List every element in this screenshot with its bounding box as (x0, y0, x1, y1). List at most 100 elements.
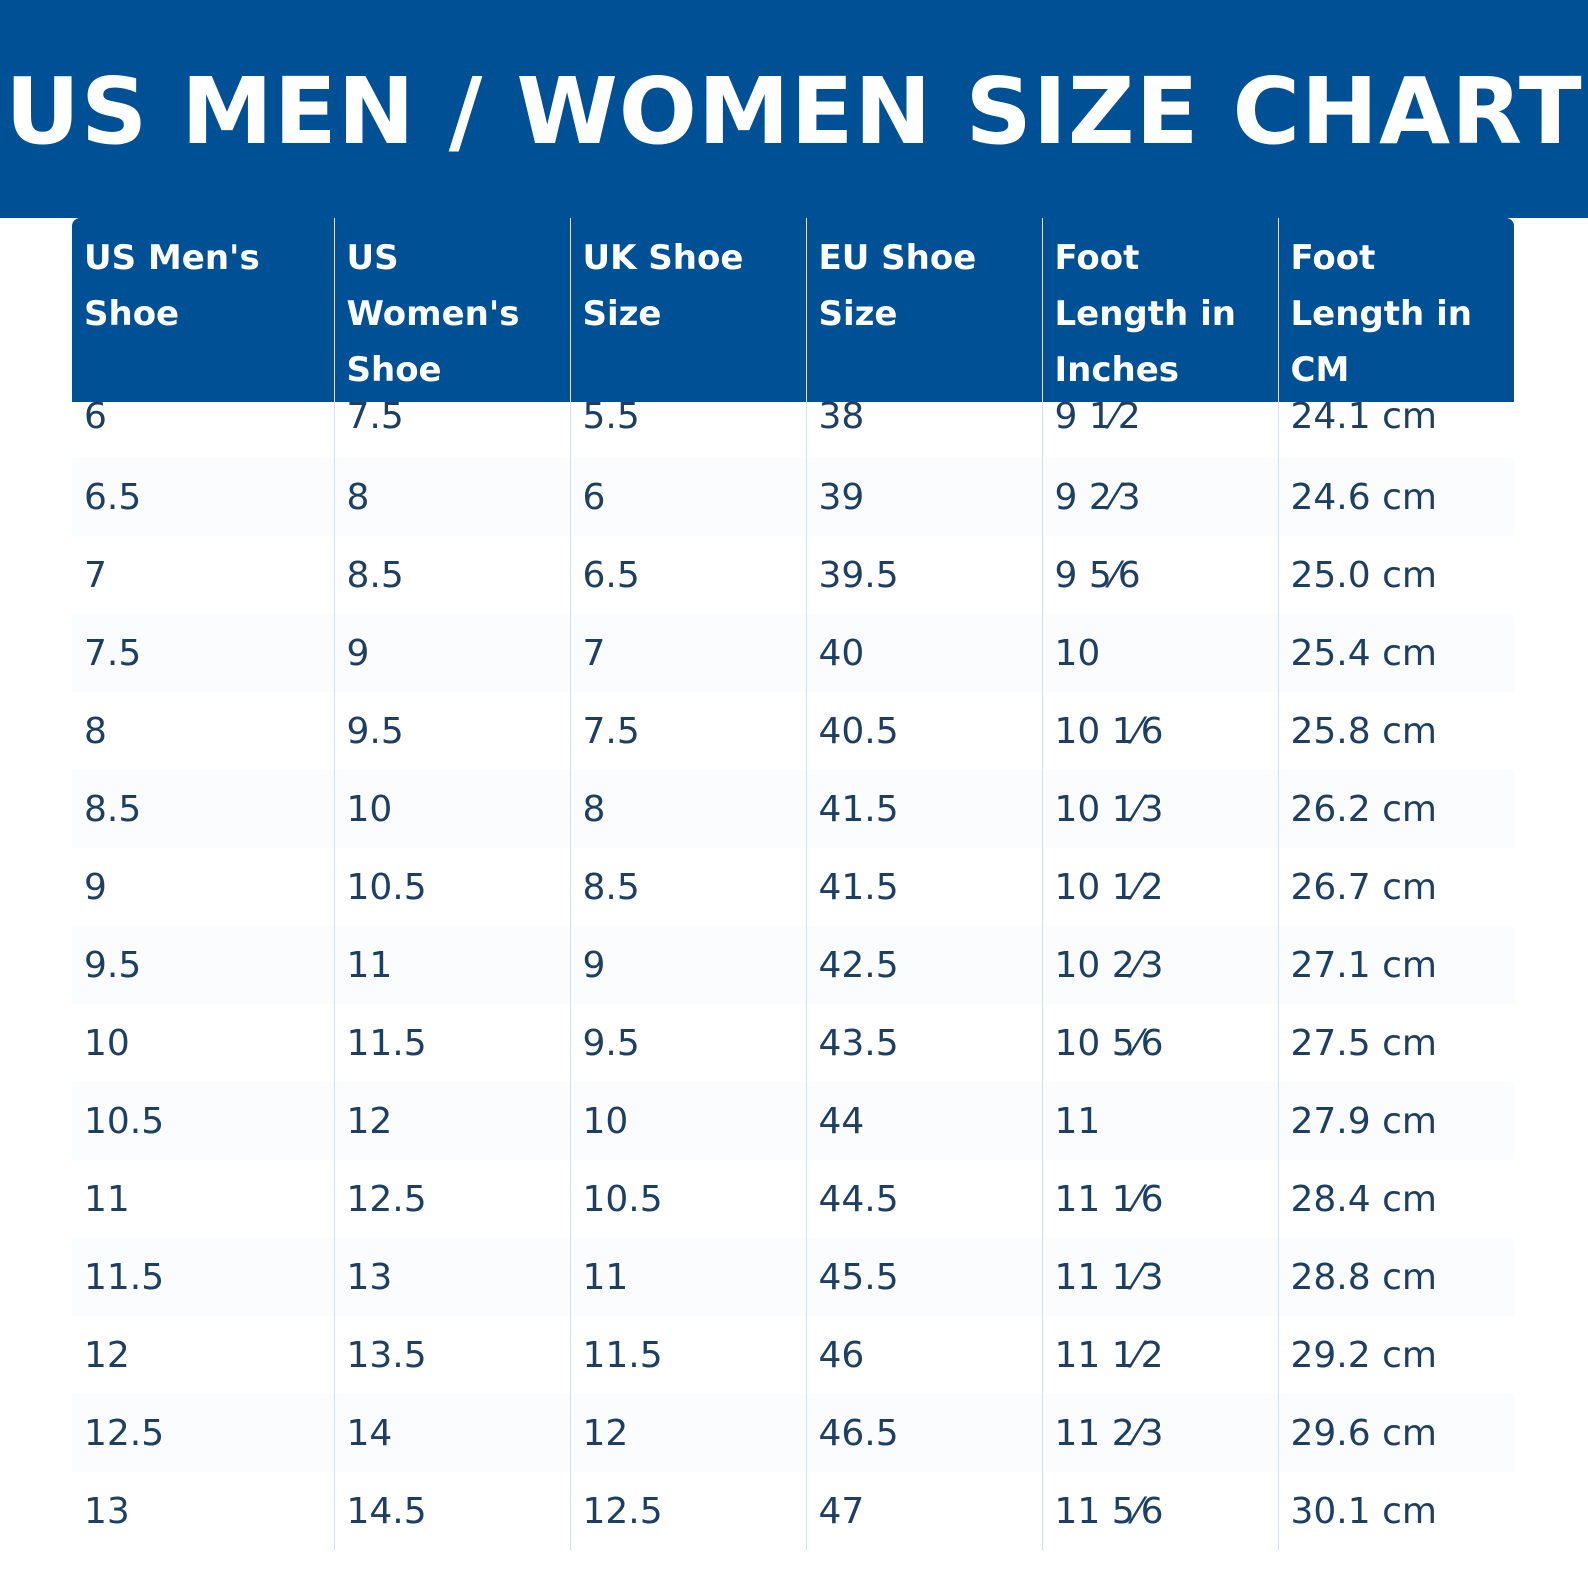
table-row: 10.5 12 10 44 11 27.9 cm (72, 1082, 1514, 1160)
table-cell-foot-length-cm: 24.6 cm (1277, 458, 1514, 536)
table-cell-foot-length-inches: 11 5⁄6 (1041, 1472, 1278, 1550)
table-cell-uk-size: 8 (569, 770, 806, 848)
table-cell-foot-length-inches: 9 5⁄6 (1041, 536, 1278, 614)
table-cell-us-womens: 14.5 (333, 1472, 570, 1550)
table-cell-us-mens: 8.5 (72, 770, 334, 848)
table-row: 7 8.5 6.5 39.5 9 5⁄6 25.0 cm (72, 536, 1514, 614)
table-cell-foot-length-inches: 10 1⁄3 (1041, 770, 1278, 848)
column-header-line: CM (1290, 350, 1350, 390)
table-row: 7.5 9 7 40 10 25.4 cm (72, 614, 1514, 692)
table-cell-foot-length-inches: 10 1⁄2 (1041, 848, 1278, 926)
table-cell-eu-size: 46 (805, 1316, 1042, 1394)
table-cell-eu-size: 46.5 (805, 1394, 1042, 1472)
table-header: US Men's Shoe US Women's Shoe UK Shoe Size EU S… (72, 218, 1514, 402)
table-row: 9.5 11 9 42.5 10 2⁄3 27.1 cm (72, 926, 1514, 1004)
table-cell-us-mens: 12 (84, 1334, 130, 1376)
table-cell-uk-size: 12 (569, 1394, 806, 1472)
column-header-line: Foot (1054, 238, 1140, 278)
table-cell-eu-size: 44.5 (805, 1160, 1042, 1238)
table-cell-us-mens: 11 (84, 1178, 130, 1220)
table-cell-foot-length-inches: 11 (1041, 1082, 1278, 1160)
table-cell-foot-length-inches: 10 2⁄3 (1041, 926, 1278, 1004)
table-cell-uk-size: 10 (569, 1082, 806, 1160)
table-cell-uk-size: 12.5 (569, 1472, 806, 1550)
table-cell-eu-size: 40.5 (805, 692, 1042, 770)
table-cell-us-womens: 11 (333, 926, 570, 1004)
table-row: 9 10.5 8.5 41.5 10 1⁄2 26.7 cm (72, 848, 1514, 926)
table-cell-us-mens: 10.5 (72, 1082, 334, 1160)
column-header-line: Length in (1290, 294, 1472, 334)
table-cell-foot-length-inches: 11 2⁄3 (1041, 1394, 1278, 1472)
table-cell-us-mens: 6.5 (72, 458, 334, 536)
table-cell-foot-length-cm: 25.8 cm (1277, 692, 1514, 770)
table-cell-us-mens: 7.5 (72, 614, 334, 692)
table-cell-us-mens: 11.5 (72, 1238, 334, 1316)
table-cell-us-womens: 8 (333, 458, 570, 536)
table-cell-uk-size: 7 (569, 614, 806, 692)
table-cell-us-mens: 6 (84, 396, 107, 437)
table-cell-us-mens: 7 (84, 554, 107, 596)
table-row: 11 12.5 10.5 44.5 11 1⁄6 28.4 cm (72, 1160, 1514, 1238)
column-header-foot-length-inches: Foot Length in Inches (1041, 218, 1278, 402)
column-header-us-mens: US Men's Shoe (72, 218, 334, 402)
column-header-uk-size: UK Shoe Size (569, 218, 806, 402)
table-cell-uk-size: 5.5 (569, 399, 806, 458)
table-cell-foot-length-cm: 25.0 cm (1277, 536, 1514, 614)
table-cell-uk-size: 9.5 (569, 1004, 806, 1082)
table-cell-us-womens: 9 (333, 614, 570, 692)
table-row: 12.5 14 12 46.5 11 2⁄3 29.6 cm (72, 1394, 1514, 1472)
table-cell-eu-size: 40 (805, 614, 1042, 692)
table-cell-foot-length-inches: 11 1⁄3 (1041, 1238, 1278, 1316)
table-cell-us-mens: 13 (84, 1490, 130, 1532)
size-chart-table: US Men's Shoe US Women's Shoe UK Shoe Size EU S… (72, 218, 1514, 1550)
table-cell-foot-length-inches: 9 2⁄3 (1041, 458, 1278, 536)
table-cell-us-womens: 11.5 (333, 1004, 570, 1082)
column-header-line: Size (818, 294, 898, 334)
table-cell-uk-size: 8.5 (569, 848, 806, 926)
table-cell-uk-size: 9 (569, 926, 806, 1004)
column-header-line: Inches (1054, 350, 1180, 390)
table-row: 8 9.5 7.5 40.5 10 1⁄6 25.8 cm (72, 692, 1514, 770)
table-row: 13 14.5 12.5 47 11 5⁄6 30.1 cm (72, 1472, 1514, 1550)
table-cell-eu-size: 38 (805, 399, 1042, 458)
table-cell-foot-length-inches: 9 1⁄2 (1041, 399, 1278, 458)
table-cell-foot-length-inches: 10 5⁄6 (1041, 1004, 1278, 1082)
table-cell-us-mens: 9.5 (72, 926, 334, 1004)
table-body: 6 7.5 5.5 38 9 1⁄2 24.1 cm 6.5 8 6 39 9 2⁄3 24.6 cm… (72, 396, 1514, 1550)
table-cell-uk-size: 10.5 (569, 1160, 806, 1238)
table-cell-eu-size: 41.5 (805, 770, 1042, 848)
table-cell-foot-length-cm: 28.8 cm (1277, 1238, 1514, 1316)
table-cell-us-mens: 12.5 (72, 1394, 334, 1472)
table-cell-foot-length-cm: 25.4 cm (1277, 614, 1514, 692)
column-header-foot-length-cm: Foot Length in CM (1277, 218, 1514, 402)
table-cell-us-womens: 14 (333, 1394, 570, 1472)
page-title: US MEN / WOMEN SIZE CHART (5, 58, 1583, 165)
table-cell-foot-length-inches: 10 (1041, 614, 1278, 692)
table-cell-foot-length-cm: 29.2 cm (1277, 1316, 1514, 1394)
column-header-line: US Men's (84, 238, 260, 278)
column-header-line: Foot (1290, 238, 1376, 278)
table-row: 10 11.5 9.5 43.5 10 5⁄6 27.5 cm (72, 1004, 1514, 1082)
header-row: US Men's Shoe US Women's Shoe UK Shoe Size EU S… (72, 218, 1514, 402)
table-cell-uk-size: 6 (569, 458, 806, 536)
table-cell-foot-length-cm: 30.1 cm (1277, 1472, 1514, 1550)
table-cell-foot-length-inches: 11 1⁄6 (1041, 1160, 1278, 1238)
table-cell-us-mens: 9 (84, 866, 107, 908)
table-row: 12 13.5 11.5 46 11 1⁄2 29.2 cm (72, 1316, 1514, 1394)
column-header-line: Length in (1054, 294, 1236, 334)
column-header-line: US (346, 238, 399, 278)
table-cell-eu-size: 45.5 (805, 1238, 1042, 1316)
table-cell-eu-size: 47 (805, 1472, 1042, 1550)
table-cell-us-womens: 13.5 (333, 1316, 570, 1394)
table-cell-foot-length-cm: 29.6 cm (1277, 1394, 1514, 1472)
table-cell-uk-size: 11.5 (569, 1316, 806, 1394)
table-cell-foot-length-cm: 28.4 cm (1277, 1160, 1514, 1238)
column-header-line: Shoe (84, 294, 180, 334)
table-cell-us-womens: 13 (333, 1238, 570, 1316)
table-cell-foot-length-cm: 27.5 cm (1277, 1004, 1514, 1082)
column-header-line: EU Shoe (818, 238, 977, 278)
table-cell-us-womens: 8.5 (333, 536, 570, 614)
table-cell-eu-size: 43.5 (805, 1004, 1042, 1082)
table-cell-uk-size: 11 (569, 1238, 806, 1316)
table-cell-foot-length-inches: 11 1⁄2 (1041, 1316, 1278, 1394)
